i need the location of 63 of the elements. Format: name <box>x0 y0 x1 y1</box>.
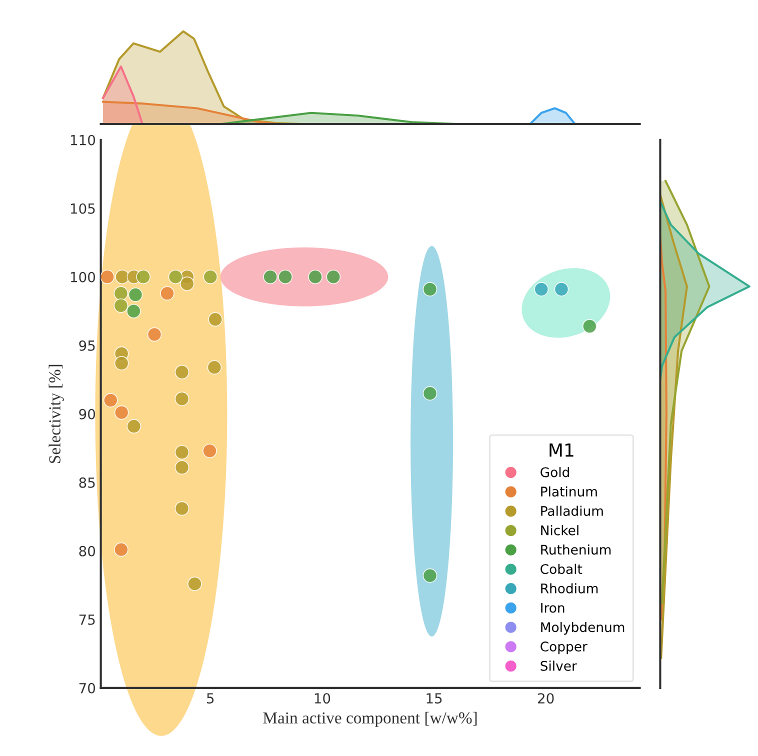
point <box>207 360 222 375</box>
point <box>114 542 128 557</box>
point <box>114 356 129 370</box>
legend-label: Platinum <box>541 486 597 497</box>
y-tick-label: 100 <box>70 272 96 282</box>
y-tick-label: 90 <box>79 408 96 420</box>
point <box>180 276 194 291</box>
point <box>103 393 118 408</box>
point <box>174 460 190 475</box>
y-tick-label: 95 <box>79 340 95 351</box>
point <box>114 405 129 420</box>
point <box>422 568 438 583</box>
point <box>128 288 143 302</box>
point <box>202 444 217 458</box>
y-tick-label: 105 <box>70 203 95 214</box>
legend-label: Cobalt <box>540 564 582 574</box>
y-tick-label: 70 <box>79 682 96 694</box>
point <box>114 298 128 313</box>
point <box>326 270 341 284</box>
point <box>136 270 150 284</box>
x-tick-label: 20 <box>538 693 554 704</box>
point <box>174 445 190 460</box>
point <box>278 270 292 284</box>
point <box>115 270 130 284</box>
point <box>174 364 190 380</box>
point <box>168 270 183 284</box>
point <box>126 419 142 434</box>
point <box>174 392 190 406</box>
point <box>114 286 128 301</box>
legend-label: Copper <box>540 642 588 654</box>
point <box>308 270 322 284</box>
legend-label: Palladium <box>541 506 603 516</box>
y-tick-label: 85 <box>79 477 95 488</box>
legend-label: Ruthenium <box>541 544 611 555</box>
point <box>208 312 222 327</box>
x-tick-label: 15 <box>426 693 442 704</box>
point <box>534 282 549 296</box>
point <box>126 304 141 318</box>
legend-label: Nickel <box>541 525 578 536</box>
x-axis-title: Main active component [w/w%] <box>263 712 477 727</box>
legend-label: Iron <box>541 602 564 613</box>
point <box>263 270 278 284</box>
legend-label: Rhodium <box>541 583 598 594</box>
y-tick-label: 80 <box>79 546 96 556</box>
legend-label: Gold <box>540 467 569 478</box>
point <box>582 319 597 334</box>
legend-label: Silver <box>540 660 577 671</box>
point <box>203 270 218 284</box>
point <box>147 327 162 342</box>
point <box>422 386 438 401</box>
point <box>160 286 174 301</box>
y-axis-title: Selectivity [%] <box>48 364 64 464</box>
x-tick-label: 10 <box>314 693 330 704</box>
legend-title: M1 <box>550 443 574 457</box>
legend-label: Molybdenum <box>541 622 624 635</box>
y-tick-label: 110 <box>70 134 96 146</box>
point <box>188 576 202 592</box>
point <box>554 282 569 296</box>
point <box>422 282 438 296</box>
y-tick-label: 75 <box>79 614 95 625</box>
point <box>100 270 114 284</box>
x-tick-label: 5 <box>207 693 214 704</box>
point <box>174 501 190 516</box>
